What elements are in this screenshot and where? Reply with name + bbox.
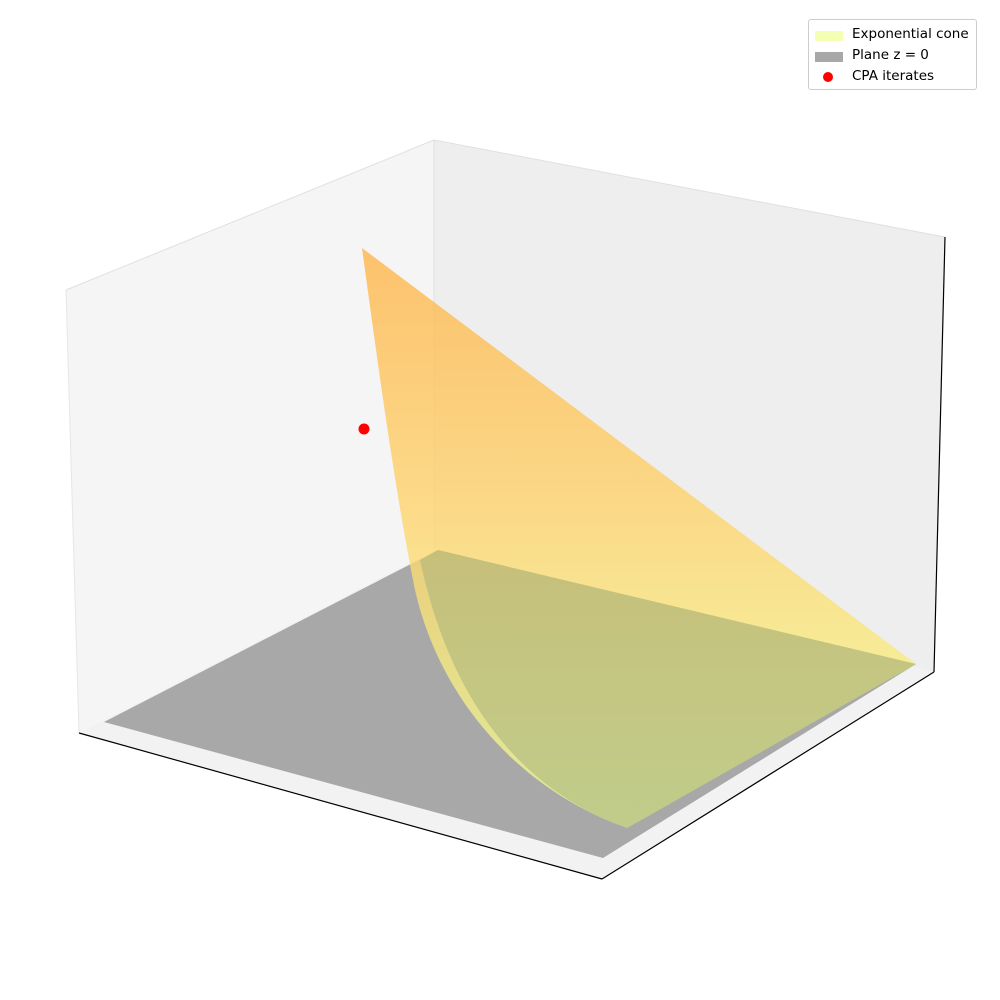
legend-marker-iterates: [823, 72, 833, 82]
legend-label-iterates: CPA iterates: [852, 68, 935, 84]
legend-swatch-plane: [815, 52, 843, 62]
legend-item-cpa-iterates: CPA iterates: [809, 66, 976, 86]
legend-item-plane: Plane z = 0: [809, 45, 976, 65]
y-axis-line: [601, 671, 935, 880]
legend-label-plane: Plane z = 0: [852, 47, 929, 63]
cpa-iterate-point: [358, 423, 370, 435]
cone-over-plane-overlap: [420, 550, 916, 828]
z-axis-line: [933, 236, 946, 673]
x-axis-line: [78, 732, 603, 880]
legend-swatch-cone: [815, 31, 843, 41]
pane-back-top-edge: [433, 139, 946, 238]
left-pane: [66, 140, 434, 733]
legend-label-cone: Exponential cone: [852, 26, 969, 42]
pane-left-vertical-edge: [65, 289, 80, 734]
pane-left-top-edge: [65, 139, 435, 291]
legend: Exponential cone Plane z = 0 CPA iterate…: [808, 19, 977, 90]
legend-item-exponential-cone: Exponential cone: [809, 24, 976, 44]
